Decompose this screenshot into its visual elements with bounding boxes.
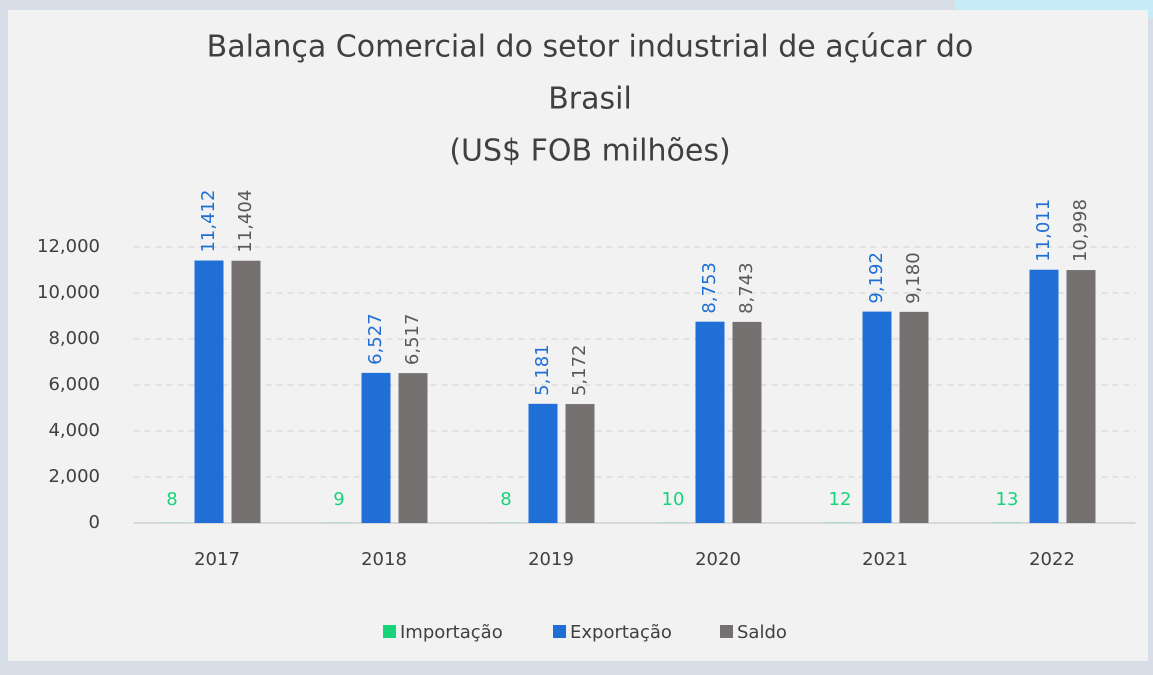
data-label: 10	[662, 489, 685, 510]
bar	[899, 311, 929, 523]
data-label: 5,181	[532, 344, 553, 396]
data-label: 9,192	[866, 252, 887, 304]
legend-swatch	[383, 625, 396, 638]
data-label: 8,743	[736, 262, 757, 314]
x-tick-label: 2018	[361, 549, 407, 570]
bar	[1066, 270, 1096, 523]
y-tick-label: 8,000	[48, 328, 100, 349]
data-label: 11,011	[1033, 199, 1054, 262]
title-line: Brasil	[548, 82, 632, 117]
legend-swatch	[553, 625, 566, 638]
title-line: (US$ FOB milhões)	[449, 134, 730, 169]
title-line: Balança Comercial do setor industrial de…	[207, 30, 974, 65]
bar	[194, 260, 224, 523]
bar	[231, 260, 261, 523]
legend-label: Saldo	[737, 622, 787, 643]
legend-label: Importação	[400, 622, 503, 643]
data-label: 9,180	[903, 252, 924, 304]
y-tick-label: 0	[89, 512, 100, 533]
y-tick-label: 12,000	[37, 236, 100, 257]
bar	[398, 373, 428, 523]
data-label: 8,753	[699, 262, 720, 314]
y-tick-label: 10,000	[37, 282, 100, 303]
data-label: 9	[333, 489, 344, 510]
bar	[565, 404, 595, 523]
y-tick-label: 2,000	[48, 466, 100, 487]
x-tick-label: 2019	[528, 549, 574, 570]
y-tick-label: 6,000	[48, 374, 100, 395]
data-label: 11,412	[198, 190, 219, 253]
bar	[1029, 269, 1059, 523]
legend-swatch	[720, 625, 733, 638]
x-tick-label: 2021	[862, 549, 908, 570]
data-label: 10,998	[1070, 199, 1091, 262]
bar	[695, 321, 725, 523]
bar	[862, 311, 892, 523]
x-tick-label: 2017	[194, 549, 240, 570]
data-label: 13	[996, 489, 1019, 510]
y-tick-label: 4,000	[48, 420, 100, 441]
data-label: 6,527	[365, 313, 386, 365]
data-label: 5,172	[569, 345, 590, 397]
legend-label: Exportação	[570, 622, 672, 643]
chart-title: Balança Comercial do setor industrial de…	[207, 30, 974, 169]
bar	[528, 403, 558, 523]
bar	[361, 372, 391, 523]
data-label: 12	[829, 489, 852, 510]
bar	[732, 321, 762, 523]
data-label: 8	[166, 489, 177, 510]
data-label: 6,517	[402, 314, 423, 366]
data-label: 8	[500, 489, 511, 510]
data-label: 11,404	[235, 190, 256, 253]
x-tick-label: 2020	[695, 549, 741, 570]
x-tick-label: 2022	[1029, 549, 1075, 570]
